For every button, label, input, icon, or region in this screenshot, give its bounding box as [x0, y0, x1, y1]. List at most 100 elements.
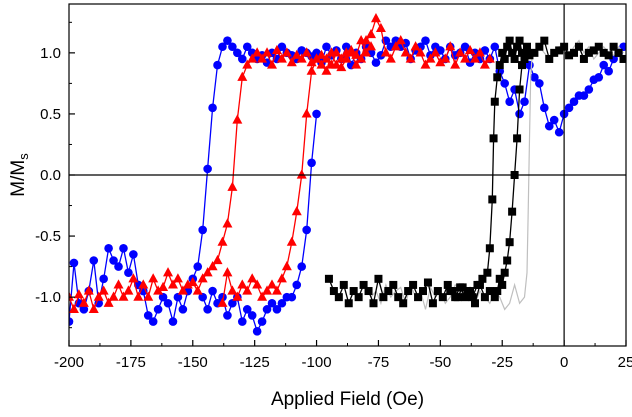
data-point-square [555, 46, 564, 55]
data-point-triangle [400, 47, 411, 57]
data-point-circle [535, 79, 544, 88]
data-point-square [493, 287, 502, 296]
data-point-circle [322, 42, 331, 52]
data-point-circle [119, 243, 128, 253]
data-point-triangle [207, 261, 218, 271]
data-point-square [446, 287, 455, 296]
series-line-forward [328, 38, 625, 306]
data-point-square [414, 293, 423, 302]
data-point-triangle [395, 35, 406, 45]
data-point-triangle [336, 53, 347, 63]
data-point-circle [282, 292, 292, 302]
data-point-circle [554, 127, 564, 137]
data-point-square [394, 293, 403, 302]
data-point-circle [262, 305, 272, 314]
data-point-triangle [311, 53, 322, 63]
data-point-square [399, 299, 408, 308]
data-point-triangle [222, 267, 233, 277]
data-point-circle [242, 305, 252, 314]
y-tick-label: -1.0 [35, 289, 61, 306]
data-point-triangle [445, 41, 456, 51]
data-point-triangle [301, 108, 312, 118]
data-point-square [428, 299, 437, 308]
data-point-circle [272, 305, 282, 314]
y-axis-label-main: M/M [8, 160, 29, 197]
data-point-circle [297, 262, 307, 271]
data-point-square [545, 54, 554, 63]
data-point-square [485, 287, 494, 296]
data-point-circle [599, 60, 609, 70]
data-point-circle [168, 317, 178, 326]
data-point-square [579, 54, 588, 63]
data-point-square [329, 287, 338, 296]
x-tick-label: -200 [54, 354, 84, 371]
data-point-square [574, 42, 583, 51]
data-point-square [508, 207, 517, 216]
data-point-triangle [415, 47, 426, 57]
data-point-triangle [375, 22, 386, 33]
data-point-triangle [306, 65, 317, 75]
data-point-triangle [286, 236, 297, 246]
data-point-circle [153, 305, 163, 314]
data-point-square [522, 48, 531, 57]
data-point-square [505, 36, 514, 45]
data-point-triangle [484, 53, 495, 63]
data-point-triangle [479, 59, 490, 69]
data-point-circle [564, 103, 574, 113]
data-point-square [369, 299, 378, 308]
data-point-circle [104, 243, 113, 253]
data-point-triangle [296, 53, 307, 63]
data-point-triangle [291, 49, 302, 59]
data-point-triangle [78, 297, 89, 307]
plot-area [69, 13, 626, 336]
data-point-triangle [262, 285, 273, 295]
data-point-triangle [474, 47, 485, 57]
data-point-circle [163, 298, 173, 308]
data-point-square [489, 134, 498, 143]
data-point-circle [173, 292, 183, 302]
data-point-triangle [158, 281, 169, 291]
data-point-circle [158, 292, 168, 302]
data-point-square [324, 274, 333, 283]
data-point-triangle [281, 47, 292, 57]
data-point-square [550, 48, 559, 57]
y-tick-label: 0.0 [40, 167, 61, 184]
data-point-triangle [123, 285, 134, 295]
data-point-square [423, 278, 432, 287]
data-point-circle [549, 115, 559, 125]
data-point-circle [114, 262, 123, 271]
data-point-triangle [232, 114, 243, 124]
data-point-circle [218, 42, 227, 52]
data-point-square [483, 268, 492, 277]
data-point-triangle [266, 279, 277, 289]
data-point-triangle [351, 59, 362, 69]
data-point-square [451, 293, 460, 302]
data-point-square [500, 268, 509, 277]
data-point-triangle [336, 61, 347, 72]
x-tick-label: 0 [560, 354, 568, 371]
data-point-square [389, 280, 398, 289]
data-point-square [359, 280, 368, 289]
data-point-triangle [163, 267, 174, 277]
data-point-square [503, 42, 512, 51]
data-point-square [485, 244, 494, 253]
data-point-circle [257, 317, 267, 326]
data-point-triangle [465, 44, 476, 55]
data-point-circle [208, 286, 217, 296]
data-point-triangle [227, 285, 238, 295]
data-point-triangle [108, 291, 119, 301]
data-point-circle [69, 317, 74, 326]
data-point-triangle [385, 53, 396, 63]
data-point-triangle [247, 273, 258, 283]
data-point-square [339, 280, 348, 289]
data-point-triangle [276, 53, 287, 63]
data-point-triangle [346, 44, 357, 55]
data-point-circle [544, 121, 554, 131]
data-point-circle [267, 298, 277, 308]
data-point-square [478, 274, 487, 283]
data-point-square [515, 85, 524, 94]
data-point-circle [124, 268, 133, 278]
data-point-square [510, 54, 519, 63]
data-point-square [488, 195, 497, 204]
data-point-triangle [187, 276, 198, 287]
